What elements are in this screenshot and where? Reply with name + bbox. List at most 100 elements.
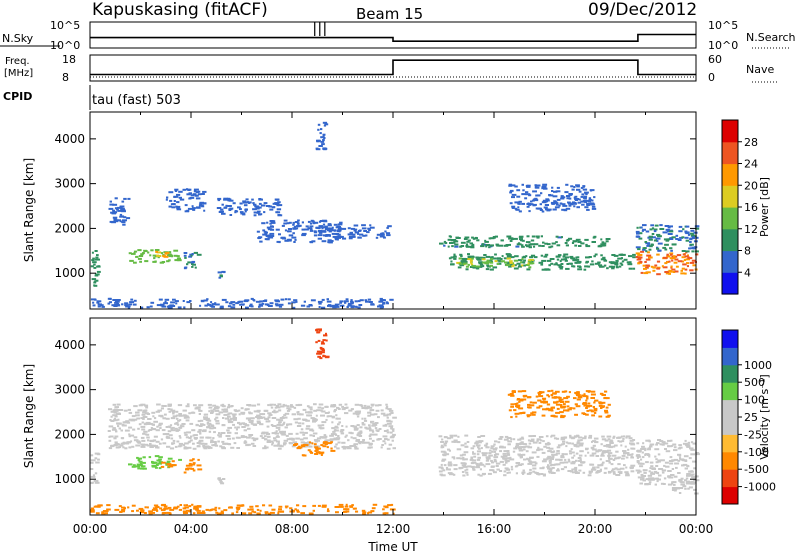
heatmap-cell bbox=[230, 306, 236, 309]
heatmap-cell bbox=[578, 444, 584, 447]
heatmap-cell bbox=[122, 421, 126, 424]
heatmap-cell bbox=[266, 433, 271, 435]
heatmap-cell bbox=[567, 237, 573, 240]
heatmap-cell bbox=[615, 259, 619, 262]
heatmap-cell bbox=[353, 443, 358, 446]
heatmap-cell bbox=[316, 451, 321, 454]
heatmap-cell bbox=[566, 195, 571, 197]
heatmap-cell bbox=[170, 437, 174, 440]
heatmap-cell bbox=[555, 255, 561, 258]
heatmap-cell bbox=[669, 230, 674, 233]
heatmap-cell bbox=[271, 441, 274, 444]
heatmap-cell bbox=[677, 239, 682, 241]
heatmap-cell bbox=[300, 304, 306, 307]
heatmap-cell bbox=[173, 254, 178, 257]
heatmap-cell bbox=[503, 244, 509, 247]
heatmap-cell bbox=[287, 228, 292, 230]
heatmap-cell bbox=[518, 210, 522, 213]
heatmap-cell bbox=[546, 446, 550, 449]
heatmap-cell bbox=[268, 504, 273, 507]
heatmap-cell bbox=[562, 255, 566, 258]
heatmap-cell bbox=[137, 457, 142, 460]
heatmap-cell bbox=[558, 396, 562, 399]
heatmap-cell bbox=[321, 424, 325, 427]
heatmap-cell bbox=[469, 259, 473, 262]
heatmap-cell bbox=[188, 255, 192, 258]
heatmap-cell bbox=[336, 429, 339, 432]
heatmap-cell bbox=[476, 453, 480, 456]
heatmap-cell bbox=[371, 430, 375, 433]
heatmap-cell bbox=[131, 510, 134, 513]
heatmap-cell bbox=[555, 463, 561, 466]
heatmap-cell bbox=[593, 196, 596, 199]
heatmap-cell bbox=[548, 246, 552, 249]
y-tick-label: 4000 bbox=[54, 132, 85, 146]
heatmap-cell bbox=[357, 441, 362, 443]
heatmap-cell bbox=[535, 186, 540, 189]
heatmap-cell bbox=[358, 304, 363, 306]
heatmap-cell bbox=[293, 299, 298, 302]
heatmap-cell bbox=[621, 457, 625, 460]
heatmap-cell bbox=[365, 300, 369, 303]
heatmap-cell bbox=[256, 403, 261, 406]
heatmap-cell bbox=[158, 456, 163, 459]
heatmap-cell bbox=[319, 427, 323, 430]
heatmap-cell bbox=[506, 453, 511, 456]
heatmap-cell bbox=[163, 413, 167, 416]
heatmap-cell bbox=[249, 304, 252, 307]
heatmap-cell bbox=[95, 512, 100, 515]
heatmap-cell bbox=[112, 427, 116, 430]
heatmap-cell bbox=[264, 446, 269, 449]
heatmap-cell bbox=[327, 304, 330, 307]
heatmap-cell bbox=[299, 224, 302, 227]
heatmap-cell bbox=[604, 467, 608, 470]
heatmap-cell bbox=[378, 404, 382, 407]
heatmap-cell bbox=[645, 264, 650, 267]
heatmap-cell bbox=[540, 263, 544, 266]
heatmap-cell bbox=[526, 235, 530, 238]
heatmap-cell bbox=[264, 303, 269, 306]
heatmap-cell bbox=[170, 427, 174, 430]
heatmap-cell bbox=[521, 245, 525, 248]
heatmap-cell bbox=[215, 511, 219, 514]
heatmap-cell bbox=[560, 468, 565, 471]
heatmap-cell bbox=[206, 303, 210, 306]
heatmap-cell bbox=[323, 124, 327, 127]
heatmap-cell bbox=[525, 244, 528, 247]
heatmap-cell bbox=[274, 432, 279, 435]
heatmap-cell bbox=[483, 254, 487, 256]
heatmap-cell bbox=[515, 405, 520, 408]
heatmap-cell bbox=[348, 409, 353, 412]
heatmap-cell bbox=[650, 243, 654, 246]
heatmap-cell bbox=[521, 183, 524, 186]
heatmap-cell bbox=[227, 415, 231, 418]
heatmap-cell bbox=[564, 242, 568, 244]
heatmap-cell bbox=[363, 404, 367, 407]
heatmap-cell bbox=[282, 443, 286, 446]
heatmap-cell bbox=[514, 185, 518, 188]
heatmap-cell bbox=[662, 256, 668, 259]
heatmap-cell bbox=[131, 504, 136, 507]
heatmap-cell bbox=[240, 435, 245, 438]
heatmap-cell bbox=[158, 424, 162, 427]
heatmap-cell bbox=[333, 437, 339, 440]
heatmap-cell bbox=[527, 462, 533, 465]
heatmap-cell bbox=[643, 471, 647, 474]
heatmap-cell bbox=[157, 409, 162, 412]
heatmap-cell bbox=[276, 418, 281, 421]
heatmap-cell bbox=[296, 425, 302, 427]
heatmap-cell bbox=[337, 435, 340, 437]
heatmap-cell bbox=[302, 454, 307, 457]
heatmap-cell bbox=[456, 441, 460, 443]
heatmap-cell bbox=[149, 439, 153, 442]
heatmap-cell bbox=[148, 456, 152, 459]
heatmap-cell bbox=[321, 240, 327, 243]
heatmap-cell bbox=[659, 440, 664, 443]
heatmap-cell bbox=[128, 252, 132, 255]
heatmap-cell bbox=[241, 504, 245, 507]
heatmap-cell bbox=[319, 436, 325, 439]
heatmap-cell bbox=[141, 413, 146, 416]
heatmap-cell bbox=[662, 231, 668, 234]
heatmap-cell bbox=[273, 439, 278, 442]
heatmap-cell bbox=[112, 414, 118, 417]
